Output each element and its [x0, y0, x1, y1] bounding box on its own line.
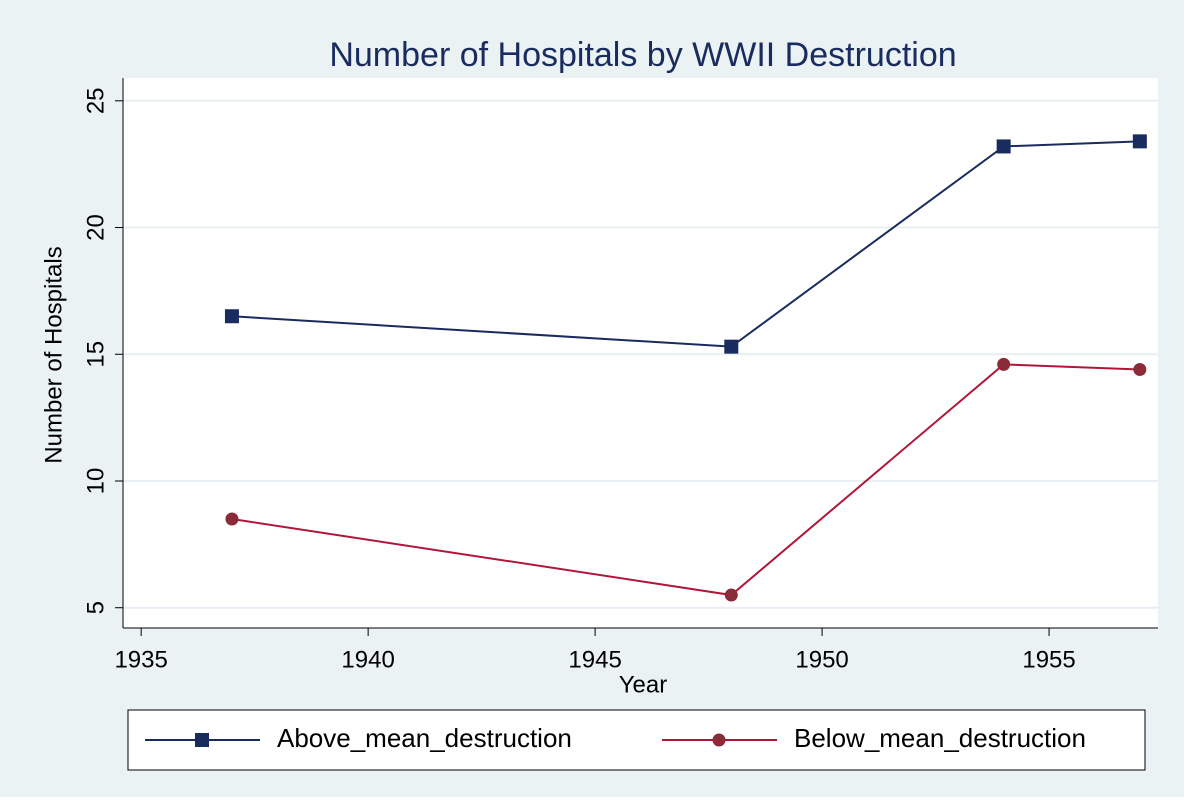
marker — [195, 733, 209, 747]
plot-area — [123, 78, 1158, 628]
marker — [225, 512, 239, 526]
marker — [724, 339, 739, 354]
marker — [1132, 134, 1147, 149]
marker — [724, 588, 738, 602]
marker — [224, 309, 239, 324]
chart-title: Number of Hospitals by WWII Destruction — [329, 36, 956, 74]
x-tick-label: 1945 — [568, 646, 621, 673]
marker — [1133, 362, 1147, 376]
series-line — [231, 363, 1140, 597]
y-tick-label: 15 — [82, 341, 109, 368]
y-tick-label: 20 — [82, 214, 109, 241]
x-axis-title: Year — [619, 671, 668, 698]
x-tick-label: 1950 — [795, 646, 848, 673]
y-tick-label: 10 — [82, 468, 109, 495]
x-tick-label: 1935 — [114, 646, 167, 673]
legend-label: Above_mean_destruction — [277, 723, 572, 753]
series-line — [231, 140, 1140, 348]
x-tick-label: 1955 — [1022, 646, 1075, 673]
y-axis-title: Number of Hospitals — [40, 246, 67, 463]
y-tick-label: 25 — [82, 87, 109, 114]
legend-box — [127, 709, 1146, 771]
y-tick-label: 5 — [82, 601, 109, 614]
marker — [996, 139, 1011, 154]
marker — [997, 357, 1011, 371]
marker — [712, 733, 726, 747]
x-tick-label: 1940 — [341, 646, 394, 673]
legend-label: Below_mean_destruction — [794, 723, 1086, 753]
